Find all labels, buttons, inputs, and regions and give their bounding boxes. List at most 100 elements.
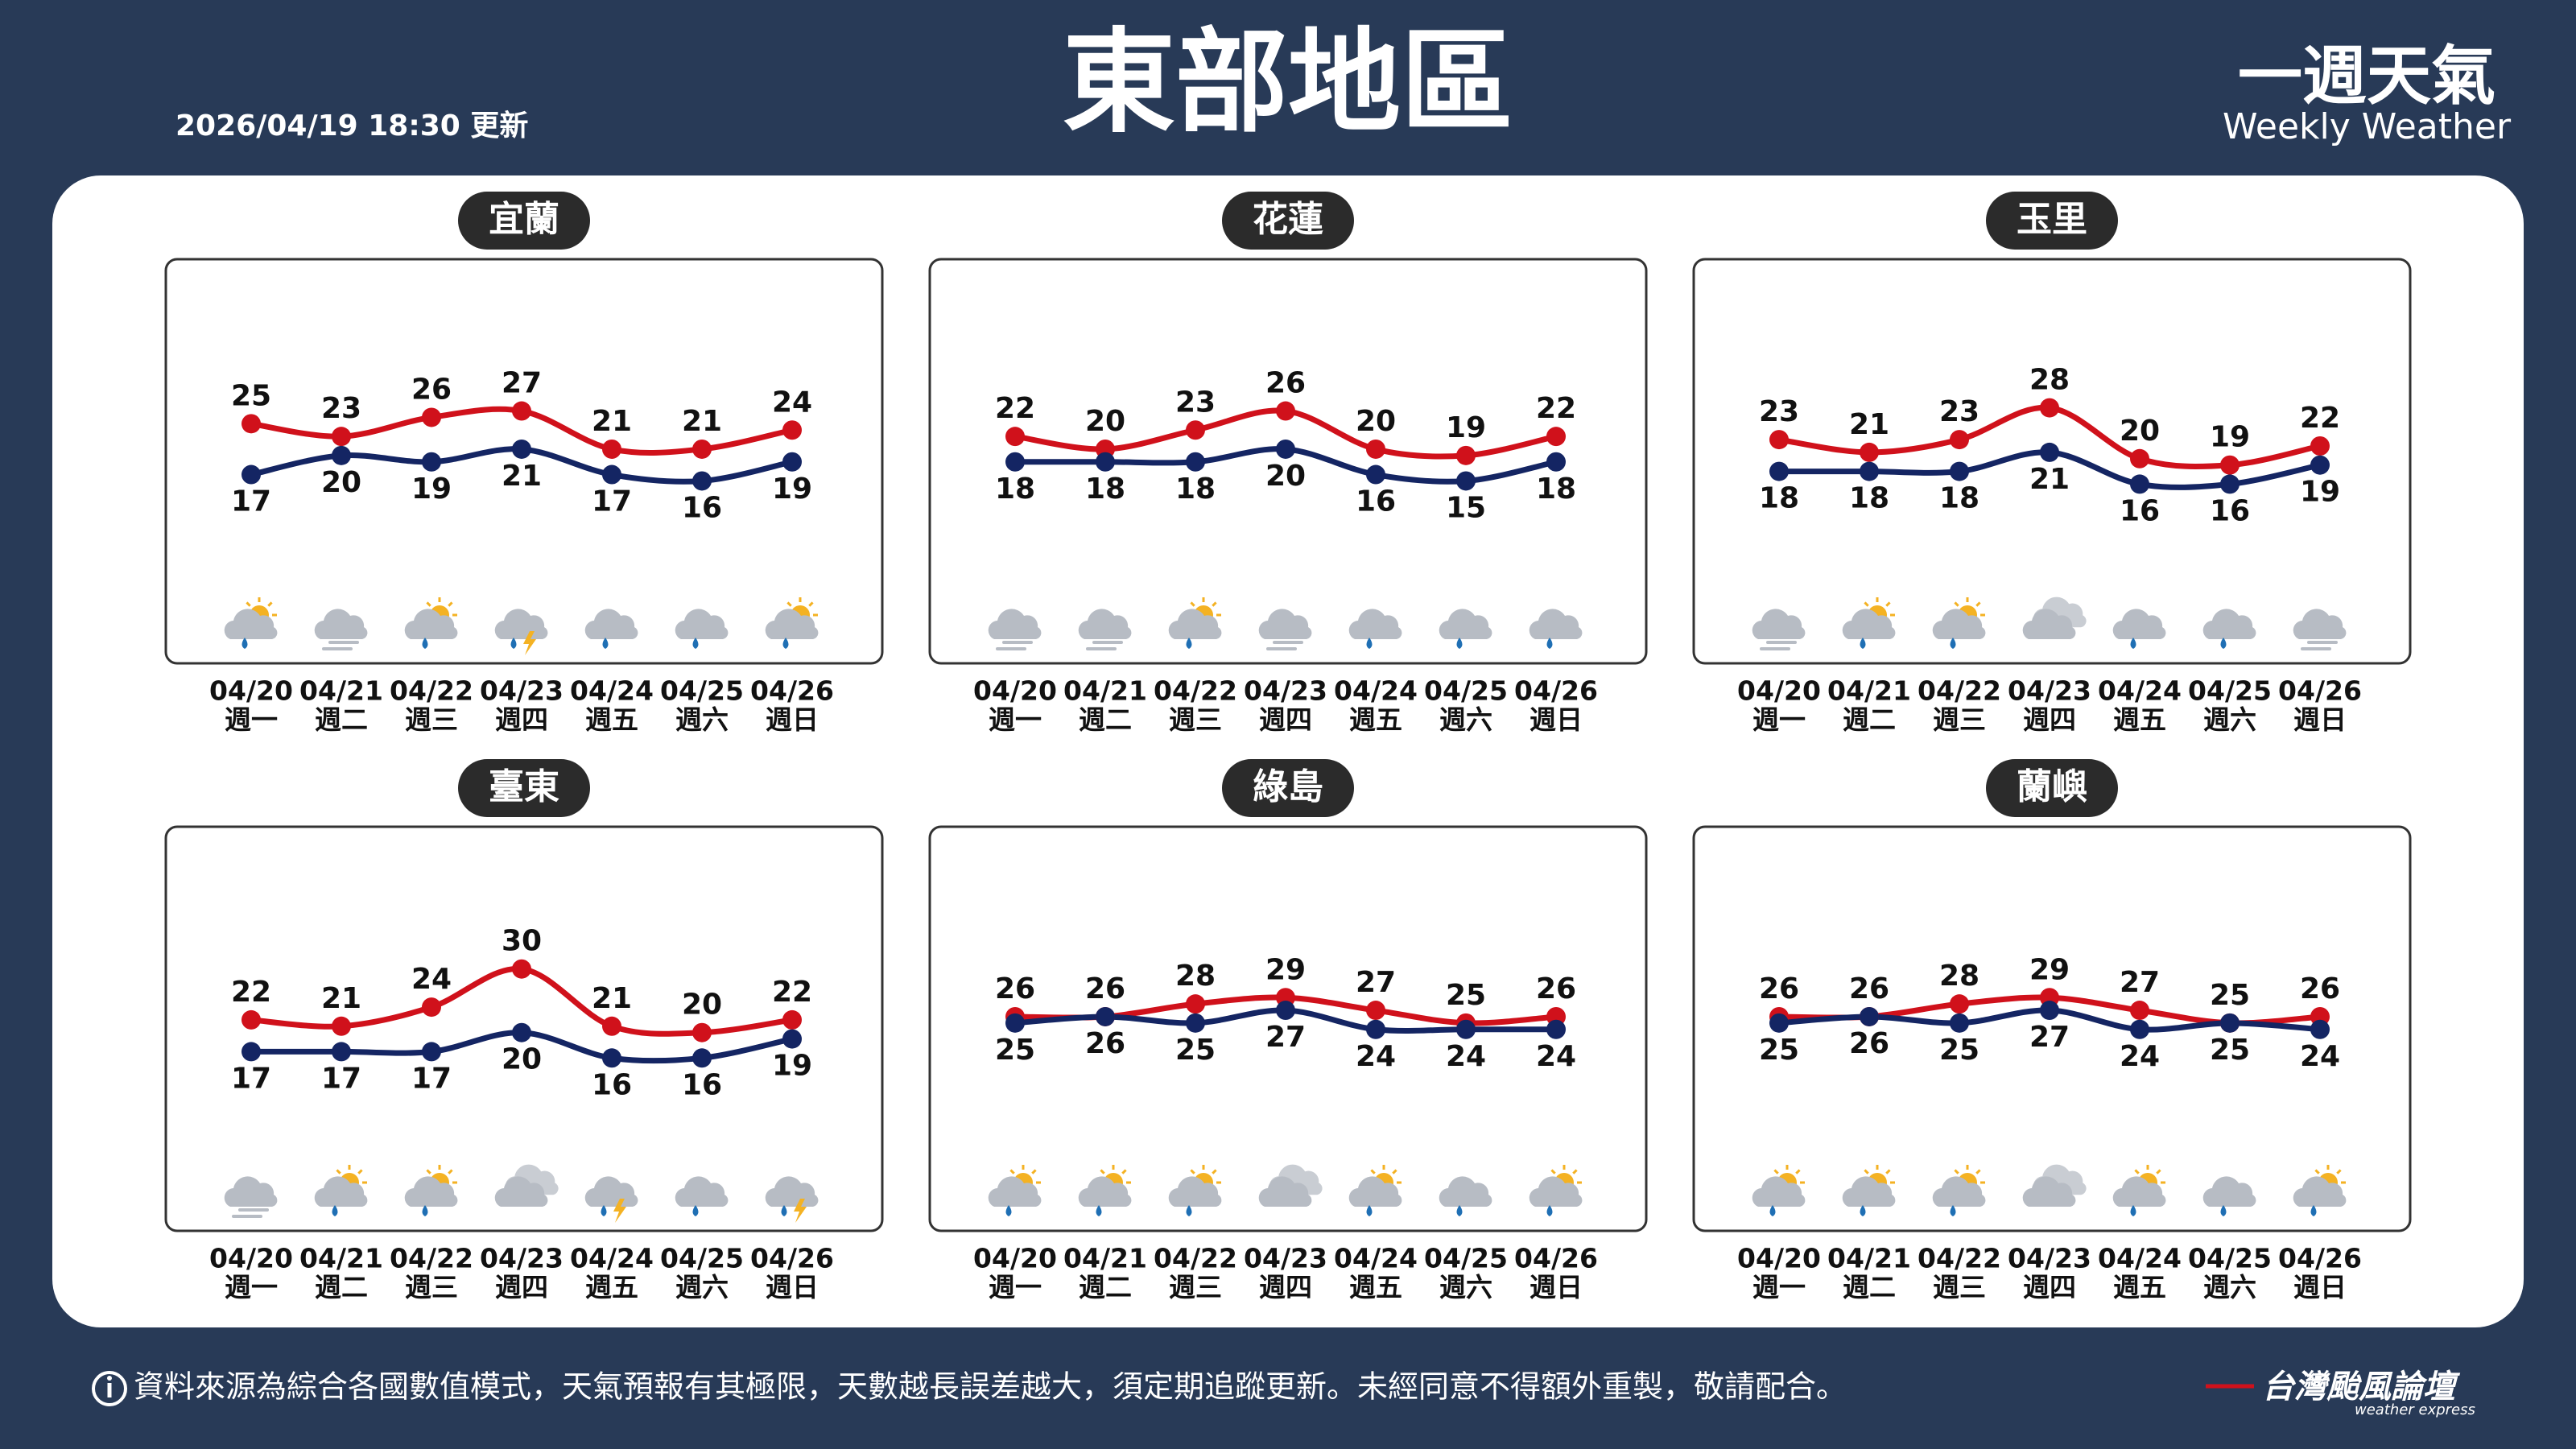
value-label: 25 — [1175, 1034, 1216, 1067]
x-tick-label: 04/25 — [660, 1243, 744, 1274]
weekday-label: 週一 — [1752, 704, 1806, 736]
cloud — [2202, 1176, 2256, 1207]
sun-ray — [2156, 1169, 2161, 1174]
temp-point — [1769, 461, 1789, 481]
cloud — [1168, 1176, 1222, 1207]
rain-drop — [332, 1205, 338, 1216]
temp-point — [2040, 398, 2059, 418]
value-label: 21 — [2029, 463, 2070, 496]
sun-ray — [336, 1169, 341, 1174]
weekday-label: 週一 — [1752, 1272, 1806, 1303]
cloud — [765, 609, 819, 639]
weather-icon — [1529, 609, 1583, 649]
value-label: 19 — [1446, 411, 1486, 444]
weekday-label: 週五 — [2113, 704, 2166, 736]
temp-point — [782, 452, 802, 472]
value-label: 21 — [502, 460, 542, 493]
weather-icon — [988, 609, 1042, 650]
sun-ray — [2314, 1169, 2320, 1174]
sun-ray — [1121, 1169, 1127, 1174]
info-icon-dot — [107, 1376, 112, 1381]
weather-icon — [765, 597, 819, 649]
weekday-label: 週二 — [1079, 704, 1132, 736]
temp-point — [1366, 1001, 1385, 1021]
weekday-label: 週五 — [585, 704, 638, 736]
temp-point — [1276, 439, 1295, 459]
chart-title: 花蓮 — [1253, 199, 1323, 240]
value-label: 19 — [411, 473, 452, 506]
sun-ray — [267, 601, 273, 607]
weekday-label: 週三 — [405, 1272, 458, 1303]
weather-icon — [765, 1176, 819, 1223]
value-label: 25 — [1939, 1034, 1979, 1067]
value-label: 28 — [2029, 364, 2070, 397]
sun-ray — [1212, 601, 1217, 607]
cloud — [1439, 609, 1492, 639]
value-label: 20 — [321, 466, 361, 499]
sun-ray — [786, 601, 792, 607]
temp-point — [1186, 420, 1205, 440]
weather-icon — [584, 609, 638, 649]
value-label: 20 — [1265, 460, 1306, 493]
rain-drop — [601, 1205, 607, 1216]
chart-frame — [1692, 825, 2412, 1232]
temp-point — [2310, 1019, 2330, 1039]
sun-ray — [426, 1169, 431, 1174]
temp-point — [2130, 1001, 2149, 1021]
rain-drop — [2130, 638, 2136, 649]
sun-ray — [1975, 1169, 1981, 1174]
temp-point — [512, 1022, 531, 1042]
weather-icon — [1168, 597, 1222, 649]
weekday-label: 週六 — [2203, 1272, 2256, 1303]
weather-icon — [2022, 597, 2087, 639]
weekday-label: 週三 — [1933, 704, 1986, 736]
x-tick-label: 04/25 — [660, 675, 744, 707]
rain-drop — [422, 638, 428, 649]
value-label: 24 — [1356, 1040, 1396, 1073]
cloud — [988, 609, 1042, 639]
value-label: 18 — [1536, 473, 1576, 506]
value-label: 23 — [321, 392, 361, 425]
value-label: 19 — [772, 473, 812, 506]
weekday-label: 週二 — [315, 1272, 368, 1303]
cloud — [675, 1176, 729, 1207]
value-label: 27 — [1265, 1021, 1306, 1054]
cloud — [2022, 1176, 2076, 1207]
value-label: 24 — [1446, 1040, 1486, 1073]
lightning — [523, 631, 536, 655]
value-label: 27 — [2029, 1021, 2070, 1054]
cloud — [314, 609, 368, 639]
sun-ray — [2336, 1169, 2342, 1174]
value-label: 22 — [2300, 402, 2340, 435]
weekday-label: 週四 — [1259, 1272, 1312, 1303]
weekday-label: 週六 — [2203, 704, 2256, 736]
sun-ray — [426, 601, 431, 607]
title-pill — [1986, 192, 2118, 250]
weekday-label: 週二 — [1079, 1272, 1132, 1303]
weekday-label: 週六 — [1439, 1272, 1492, 1303]
temp-point — [242, 414, 261, 434]
temp-point — [782, 420, 802, 440]
x-tick-label: 04/26 — [750, 1243, 834, 1274]
value-label: 25 — [2210, 1034, 2250, 1067]
weather-icon — [1348, 609, 1402, 649]
info-icon — [92, 1371, 127, 1406]
value-label: 15 — [1446, 491, 1486, 524]
rain-drop — [1366, 1205, 1373, 1216]
value-label: 21 — [1849, 408, 1889, 441]
weather-icon — [2112, 609, 2166, 649]
weather-icon — [494, 609, 548, 655]
temp-point — [602, 1016, 621, 1036]
value-label: 17 — [592, 485, 632, 518]
value-label: 22 — [772, 976, 812, 1009]
sun-ray — [1975, 601, 1981, 607]
temp-point — [602, 464, 621, 485]
cloud — [224, 1176, 278, 1207]
weekday-label: 週五 — [585, 1272, 638, 1303]
temp-point — [692, 1048, 712, 1068]
temp-point — [1860, 461, 1879, 481]
temp-point — [422, 452, 441, 472]
value-label: 17 — [231, 1062, 271, 1095]
